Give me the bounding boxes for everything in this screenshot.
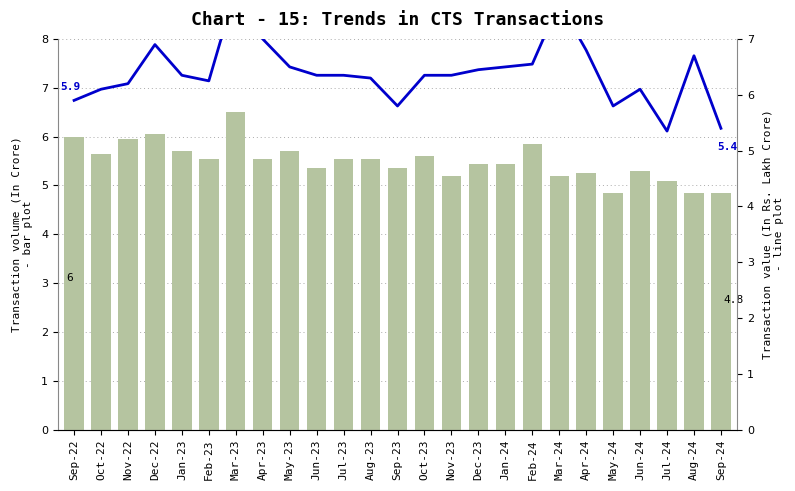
Bar <box>334 159 353 430</box>
Bar <box>684 193 704 430</box>
Bar <box>91 154 111 430</box>
Bar <box>469 164 488 430</box>
Bar <box>630 171 650 430</box>
Bar <box>145 134 165 430</box>
Bar <box>280 151 300 430</box>
Bar <box>253 159 273 430</box>
Bar <box>603 193 622 430</box>
Bar <box>64 136 83 430</box>
Bar <box>442 176 461 430</box>
Bar <box>712 193 731 430</box>
Bar <box>118 139 138 430</box>
Bar <box>495 164 515 430</box>
Y-axis label: Transaction volume (In Crore)
- bar plot: Transaction volume (In Crore) - bar plot <box>11 136 33 332</box>
Bar <box>549 176 569 430</box>
Bar <box>226 112 246 430</box>
Bar <box>388 168 407 430</box>
Title: Chart - 15: Trends in CTS Transactions: Chart - 15: Trends in CTS Transactions <box>191 11 604 29</box>
Text: 5.9: 5.9 <box>60 82 81 92</box>
Bar <box>199 159 219 430</box>
Bar <box>522 144 542 430</box>
Text: 6: 6 <box>66 273 72 283</box>
Bar <box>657 181 677 430</box>
Bar <box>307 168 326 430</box>
Bar <box>415 156 434 430</box>
Text: 5.4: 5.4 <box>717 141 737 152</box>
Text: 4.8: 4.8 <box>723 295 743 305</box>
Y-axis label: Transaction value (In Rs. Lakh Crore)
- line plot: Transaction value (In Rs. Lakh Crore) - … <box>762 109 784 359</box>
Bar <box>361 159 380 430</box>
Bar <box>576 173 596 430</box>
Bar <box>173 151 192 430</box>
